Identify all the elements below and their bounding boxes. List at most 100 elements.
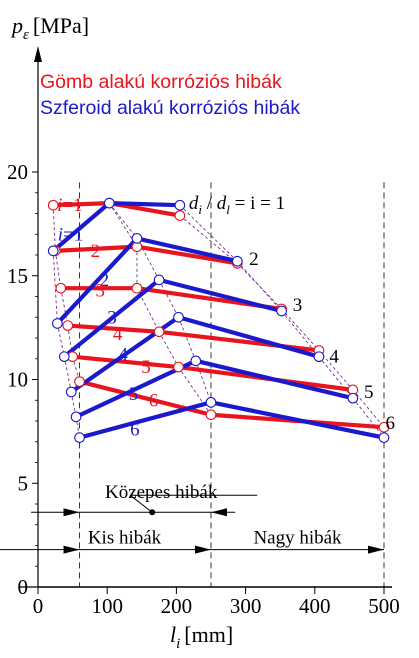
line-label: 2 xyxy=(100,270,110,291)
line-label: 5 xyxy=(141,357,151,378)
series-layer xyxy=(47,197,390,443)
line-label: 6 xyxy=(149,390,159,411)
envelope-dashed-line xyxy=(352,389,385,428)
y-axis-label: pε [MPa] xyxy=(10,13,89,43)
blue-series-line-i5 xyxy=(73,358,355,419)
y-tick-label: 15 xyxy=(7,264,28,288)
blue-series-line-i6 xyxy=(77,400,387,440)
range-arrowhead xyxy=(195,545,211,554)
line-label: 3 xyxy=(96,280,106,301)
envelope-dashed-line xyxy=(281,308,320,351)
x-axis-label: li [mm] xyxy=(170,622,233,652)
blue-data-point xyxy=(103,197,115,209)
envelope-dashed-line xyxy=(318,356,354,399)
red-data-point xyxy=(62,320,74,331)
line-label: 6 xyxy=(130,419,140,440)
blue-data-point xyxy=(52,318,63,329)
envelope-dashed-line xyxy=(60,288,69,326)
legend-entry: Gömb alakú korróziós hibák xyxy=(40,71,282,93)
line-label: 4 xyxy=(118,345,128,366)
blue-data-point xyxy=(70,411,82,423)
red-data-point xyxy=(174,210,186,221)
red-data-point xyxy=(47,199,59,211)
envelope-dashed-line xyxy=(352,397,385,438)
line-label: 2 xyxy=(91,241,101,262)
y-tick-label: 5 xyxy=(18,471,29,495)
y-tick-label: 0 xyxy=(18,575,29,599)
envelope-dashed-line xyxy=(158,279,179,318)
envelope-dashed-line xyxy=(70,391,77,417)
envelope-dashed-line xyxy=(281,310,320,357)
grid-layer xyxy=(79,182,385,587)
x-tick-label: 500 xyxy=(368,594,400,618)
blue-data-point xyxy=(47,245,59,257)
envelope-dashed-line xyxy=(56,323,65,357)
line-label: 2 xyxy=(249,249,259,270)
x-tick-label: 100 xyxy=(91,594,123,618)
line-label: 3 xyxy=(293,295,303,316)
blue-data-point xyxy=(313,351,325,363)
envelope-dashed-line xyxy=(178,317,197,361)
ranges-layer: Közepes hibák Kis hibák Nagy hibák xyxy=(0,482,384,554)
envelope-dashed-line xyxy=(179,204,238,262)
envelope-dashed-line xyxy=(72,356,80,382)
envelope-dashed-line xyxy=(179,215,238,264)
envelope-dashed-line xyxy=(236,260,282,312)
x-tick-label: 400 xyxy=(299,594,331,618)
blue-data-point xyxy=(378,432,390,443)
x-tick-label: 0 xyxy=(33,594,44,618)
envelope-dashed-line xyxy=(52,250,58,324)
range-arrowhead xyxy=(63,545,80,554)
red-series-line-i3 xyxy=(58,286,284,312)
envelope-dashed-line xyxy=(158,331,179,368)
blue-data-point xyxy=(173,311,184,323)
range-arrowhead xyxy=(63,508,80,517)
line-label: i=1 xyxy=(58,224,84,245)
range-arrowhead xyxy=(211,508,227,517)
red-data-point xyxy=(173,361,184,373)
red-data-point xyxy=(74,376,85,387)
medium-range-leader xyxy=(129,494,153,513)
x-tick-label: 300 xyxy=(230,594,262,618)
envelope-dashed-line xyxy=(108,202,138,239)
line-label: i=1 xyxy=(57,195,83,216)
red-data-point xyxy=(205,409,217,421)
blue-data-point xyxy=(347,392,359,404)
legend-entry: Szferoid alakú korróziós hibák xyxy=(40,97,300,119)
blue-data-point xyxy=(205,396,217,408)
x-tick-label: 200 xyxy=(161,594,193,618)
large-range-label: Nagy hibák xyxy=(253,527,342,548)
line-label: 6 xyxy=(385,413,395,434)
envelope-layer xyxy=(52,202,385,438)
y-axis-arrow xyxy=(34,46,42,62)
y-tick-label: 10 xyxy=(7,368,28,392)
line-label: 5 xyxy=(364,382,374,403)
blue-data-point xyxy=(190,355,202,367)
y-tick-label: 20 xyxy=(7,160,28,184)
line-label: 4 xyxy=(113,324,123,345)
blue-data-point xyxy=(174,199,186,211)
blue-data-point xyxy=(65,386,77,398)
ratio-label: di / dl = i = 1 xyxy=(189,193,285,217)
red-data-point xyxy=(378,421,390,433)
blue-data-point xyxy=(231,255,243,267)
line-label: 5 xyxy=(129,384,139,405)
blue-data-point xyxy=(74,432,85,443)
envelope-dashed-line xyxy=(63,356,72,393)
line-label: 4 xyxy=(329,347,339,368)
legend: Gömb alakú korróziós hibák Szferoid alakú… xyxy=(40,71,300,119)
blue-data-point xyxy=(276,305,287,317)
red-data-point xyxy=(153,326,165,338)
envelope-dashed-line xyxy=(178,366,212,416)
range-arrowhead xyxy=(368,545,384,554)
envelope-dashed-line xyxy=(52,205,56,251)
blue-data-point xyxy=(153,274,165,286)
axes-layer: 0 100 200 300 400 500 0 5 10 15 20 pε [MPa] li [mm] xyxy=(7,13,400,652)
red-data-point xyxy=(55,282,67,294)
small-range-label: Kis hibák xyxy=(88,527,162,548)
envelope-dashed-line xyxy=(54,250,62,289)
red-data-point xyxy=(131,282,143,294)
blue-data-point xyxy=(58,351,70,363)
